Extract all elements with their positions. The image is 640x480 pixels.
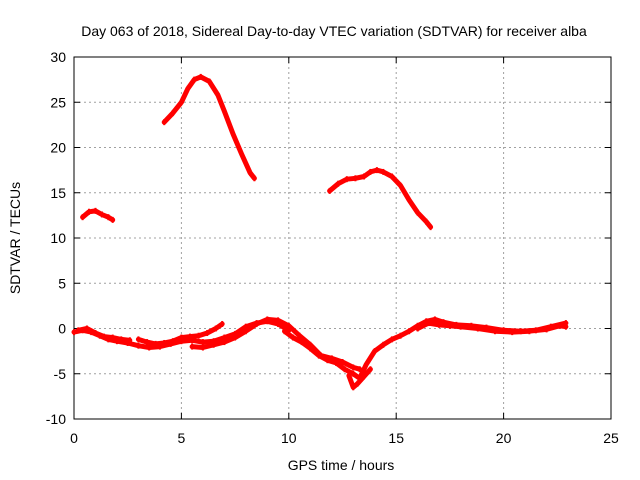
y-axis-label: SDTVAR / TECUs [7, 182, 23, 294]
y-tick-label: 10 [50, 230, 66, 246]
x-tick-label: 10 [281, 430, 297, 446]
series-group [71, 73, 569, 391]
y-tick-label: 0 [58, 321, 66, 337]
x-axis-label: GPS time / hours [288, 457, 395, 473]
y-tick-label: 5 [58, 275, 66, 291]
grid [74, 57, 611, 419]
x-axis-ticks: 0 5 10 15 20 25 [70, 57, 619, 446]
y-tick-label: 20 [50, 140, 66, 156]
series-line-arc-c [327, 167, 434, 230]
x-tick-label: 0 [70, 430, 78, 446]
x-tick-label: 5 [178, 430, 186, 446]
series-line-arc-b [161, 74, 257, 181]
y-tick-label: 15 [50, 185, 66, 201]
y-tick-label: -5 [54, 366, 67, 382]
series-line-baseline-late-d [415, 320, 569, 335]
y-axis-ticks: -10 -5 0 5 10 15 20 25 30 [46, 49, 611, 427]
y-tick-label: 30 [50, 49, 66, 65]
y-tick-label: -10 [46, 411, 66, 427]
x-tick-label: 15 [388, 430, 404, 446]
chart-title: Day 063 of 2018, Sidereal Day-to-day VTE… [81, 23, 587, 39]
x-tick-label: 25 [603, 430, 619, 446]
x-tick-label: 20 [496, 430, 512, 446]
y-tick-label: 25 [50, 94, 66, 110]
